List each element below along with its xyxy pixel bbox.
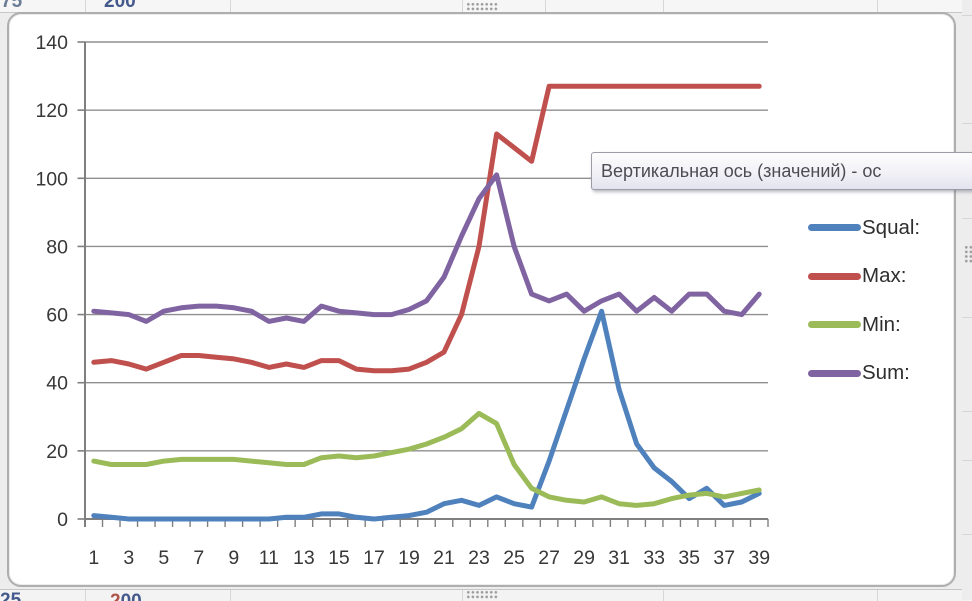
chart-legend[interactable]: Squal: Max: Min: Sum: xyxy=(808,214,920,408)
x-axis-tick-label: 5 xyxy=(158,547,169,569)
x-axis-tick-label: 7 xyxy=(193,547,204,569)
series-line-max[interactable] xyxy=(94,86,759,371)
axis-tooltip: Вертикальная ось (значений) - ос xyxy=(591,152,972,190)
x-axis-tick-label: 15 xyxy=(328,547,350,569)
y-axis-tick-label: 100 xyxy=(35,168,68,190)
legend-swatch xyxy=(808,273,861,280)
y-axis-tick-label: 80 xyxy=(46,236,68,258)
x-axis-tick-label: 23 xyxy=(468,547,490,569)
y-axis-tick-label: 20 xyxy=(46,441,68,463)
legend-item-sum[interactable]: Sum: xyxy=(808,360,920,387)
y-axis-tick-label: 40 xyxy=(46,373,68,395)
y-axis-tick-label: 60 xyxy=(46,305,68,327)
x-axis-tick-label: 1 xyxy=(88,547,99,569)
legend-item-max[interactable]: Max: xyxy=(808,263,920,290)
series-line-squal[interactable] xyxy=(94,311,759,519)
x-axis-tick-label: 25 xyxy=(503,547,525,569)
x-axis-tick-label: 33 xyxy=(643,547,665,569)
series-line-sum[interactable] xyxy=(94,175,759,322)
y-axis-tick-label: 120 xyxy=(35,100,68,122)
legend-swatch xyxy=(808,224,861,231)
x-axis-tick-label: 3 xyxy=(123,547,134,569)
resize-handle-top[interactable] xyxy=(466,2,499,11)
y-axis-tick-label: 0 xyxy=(57,509,68,531)
x-axis-tick-label: 17 xyxy=(363,547,385,569)
axis-tooltip-text: Вертикальная ось (значений) - ос xyxy=(601,161,881,181)
legend-label: Min: xyxy=(862,313,901,337)
legend-item-min[interactable]: Min: xyxy=(808,311,920,338)
legend-swatch xyxy=(808,370,861,377)
x-axis-tick-label: 21 xyxy=(433,547,455,569)
x-axis-tick-label: 39 xyxy=(748,547,770,569)
x-axis-tick-label: 19 xyxy=(398,547,420,569)
legend-label: Max: xyxy=(862,264,906,288)
x-axis-tick-label: 9 xyxy=(228,547,239,569)
legend-label: Sum: xyxy=(862,361,910,385)
series-line-min[interactable] xyxy=(94,413,759,505)
x-axis-tick-label: 31 xyxy=(608,547,630,569)
y-axis-tick-label: 140 xyxy=(35,32,68,54)
x-axis-tick-label: 35 xyxy=(678,547,700,569)
resize-handle-bottom[interactable] xyxy=(466,590,499,599)
resize-handle-right[interactable] xyxy=(964,245,972,264)
x-axis-tick-label: 29 xyxy=(573,547,595,569)
legend-label: Squal: xyxy=(862,216,920,240)
x-axis-tick-label: 11 xyxy=(259,547,279,569)
legend-swatch xyxy=(808,321,861,328)
x-axis-tick-label: 37 xyxy=(713,547,735,569)
x-axis-tick-label: 27 xyxy=(538,547,560,569)
legend-item-squal[interactable]: Squal: xyxy=(808,214,920,241)
x-axis-tick-label: 13 xyxy=(293,547,315,569)
